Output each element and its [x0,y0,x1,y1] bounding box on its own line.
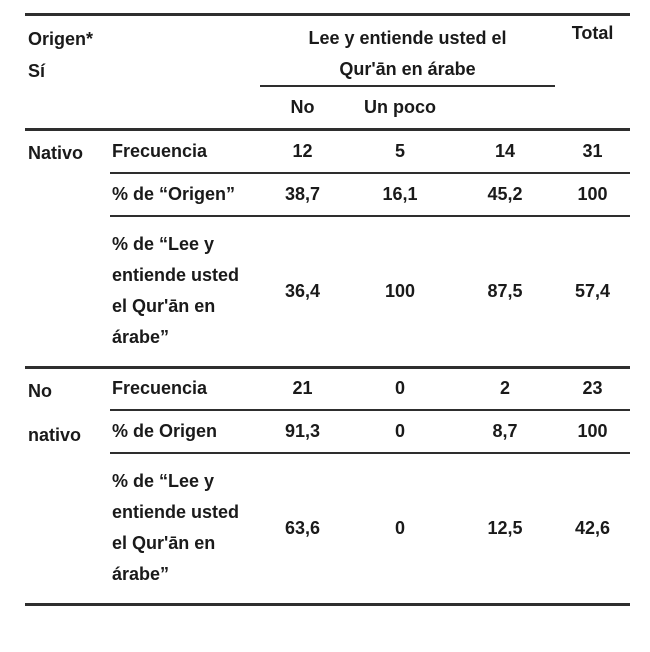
subcol-un-poco-header: Un poco [345,86,456,131]
value-cell: 23 [555,365,631,411]
header-row-main: Origen* Sí Lee y entiende usted el Qur'ā… [25,14,631,131]
subcol-no-header: No [260,86,346,131]
value-cell: 63,6 [284,517,321,538]
value-cell: 12 [260,129,346,174]
value-cell: 91,3 [260,410,346,454]
row-label-cell: % de “Origen” [110,173,261,217]
value-cell: 0 [345,365,456,411]
value-cell: 31 [555,129,631,174]
value-cell: 57,4 [575,280,611,301]
row-label-cell: % de “Lee y entiende usted el Qur'ān en … [112,234,240,348]
value-cell: 16,1 [345,173,456,217]
quran-span-header-cell: Lee y entiende usted el Qur'ān en árabe [260,14,556,87]
table-row: % de Origen 91,3 0 8,7 100 [25,410,631,454]
origin-group-cell-nativo: Nativo [28,142,84,163]
row-label-cell: Frecuencia [110,365,261,411]
table-row: % de “Lee y entiende usted el Qur'ān en … [25,216,630,367]
value-cell: 2 [455,365,556,411]
value-cell: 42,6 [575,517,611,538]
value-cell: 0 [345,410,456,454]
row-label-cell: % de Origen [110,410,261,454]
value-cell: 8,7 [455,410,556,454]
value-cell: 0 [395,517,406,538]
origin-group-cell-no-nativo: No nativo [25,365,110,604]
value-cell: 100 [384,280,416,301]
table-row: % de “Origen” 38,7 16,1 45,2 100 [25,173,631,217]
total-header-cell: Total [555,14,631,131]
value-cell: 5 [345,129,456,174]
value-cell: 14 [455,129,556,174]
value-cell: 100 [555,410,631,454]
value-cell: 36,4 [284,280,321,301]
row-label-cell: Frecuencia [110,129,261,174]
table-row: % de “Lee y entiende usted el Qur'ān en … [25,453,630,604]
table-row: Nativo Frecuencia 12 5 14 31 [25,129,631,174]
header-row-sub: No Un poco [25,86,630,131]
value-cell: 100 [555,173,631,217]
row-label-cell: % de “Lee y entiende usted el Qur'ān en … [112,471,240,585]
crosstab-table: Origen* Sí Lee y entiende usted el Qur'ā… [25,13,631,606]
origin-header-cell: Origen* Sí [25,14,261,131]
value-cell: 87,5 [487,280,523,301]
value-cell: 45,2 [455,173,556,217]
value-cell: 21 [260,365,346,411]
value-cell: 38,7 [260,173,346,217]
value-cell: 12,5 [487,517,523,538]
table-row: No nativo Frecuencia 21 0 2 23 [25,365,631,604]
subcol-empty-header [455,86,556,131]
